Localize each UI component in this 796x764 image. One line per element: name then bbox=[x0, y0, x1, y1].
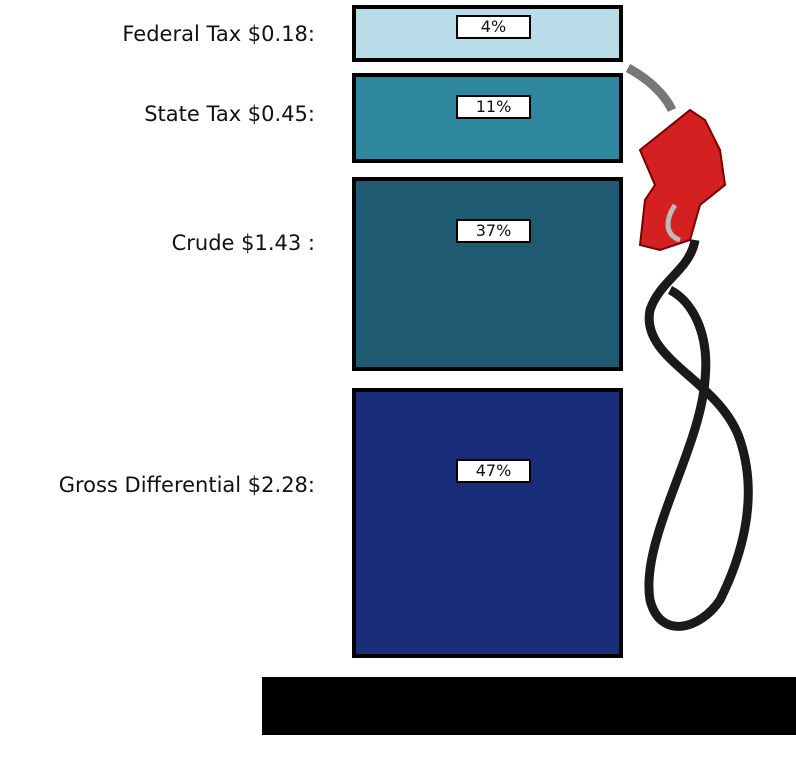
hose-loop bbox=[644, 238, 753, 631]
nozzle-guard bbox=[665, 203, 682, 243]
segment-box: 37% bbox=[352, 177, 623, 371]
segment-label: Gross Differential $2.28: bbox=[58, 473, 315, 497]
segment-box: 4% bbox=[352, 5, 623, 62]
hose-top bbox=[625, 64, 677, 113]
percent-label: 47% bbox=[456, 459, 531, 483]
segment-box: 47% bbox=[352, 388, 623, 658]
segment-label: State Tax $0.45: bbox=[144, 102, 315, 126]
percent-label: 11% bbox=[456, 95, 531, 119]
percent-label: 37% bbox=[456, 219, 531, 243]
percent-label: 4% bbox=[456, 15, 531, 39]
segment-box: 11% bbox=[352, 73, 623, 163]
black-bar bbox=[262, 677, 796, 735]
nozzle bbox=[638, 108, 727, 252]
segment-label: Crude $1.43 : bbox=[171, 231, 315, 255]
segment-label: Federal Tax $0.18: bbox=[122, 22, 315, 46]
